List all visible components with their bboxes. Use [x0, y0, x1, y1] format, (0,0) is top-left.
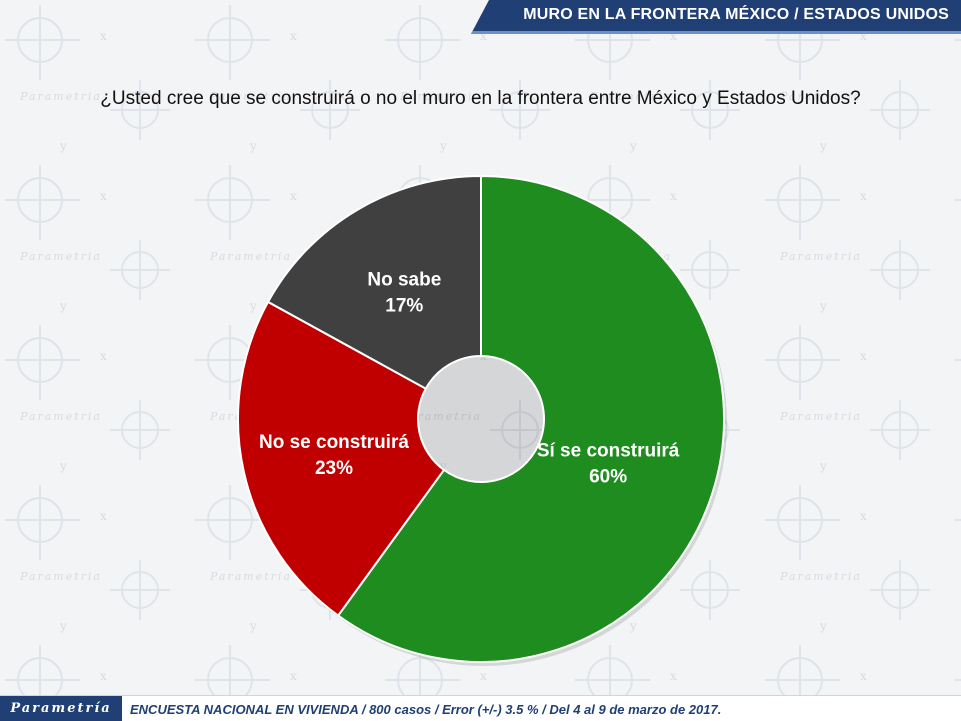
- header-stripe: [471, 31, 961, 34]
- header-bar: MURO EN LA FRONTERA MÉXICO / ESTADOS UNI…: [471, 0, 961, 34]
- pie-slice: [336, 174, 725, 663]
- slice-label: Sí se construirá: [537, 440, 680, 461]
- pie-slice: [266, 174, 482, 391]
- survey-methodology-note: ENCUESTA NACIONAL EN VIVIENDA / 800 caso…: [130, 702, 722, 717]
- footer-bar: Parametría ENCUESTA NACIONAL EN VIVIENDA…: [0, 695, 961, 721]
- slice-value-label: 23%: [315, 458, 353, 479]
- survey-question: ¿Usted cree que se construirá o no el mu…: [100, 88, 861, 109]
- slice-value-label: 17%: [385, 295, 423, 316]
- brand-logo: Parametría: [0, 696, 122, 721]
- slice-label: No se construirá: [259, 432, 409, 453]
- slice-label: No sabe: [367, 269, 441, 290]
- slice-value-label: 60%: [589, 466, 627, 487]
- page-title: MURO EN LA FRONTERA MÉXICO / ESTADOS UNI…: [523, 6, 949, 23]
- pie-slice: [237, 300, 446, 617]
